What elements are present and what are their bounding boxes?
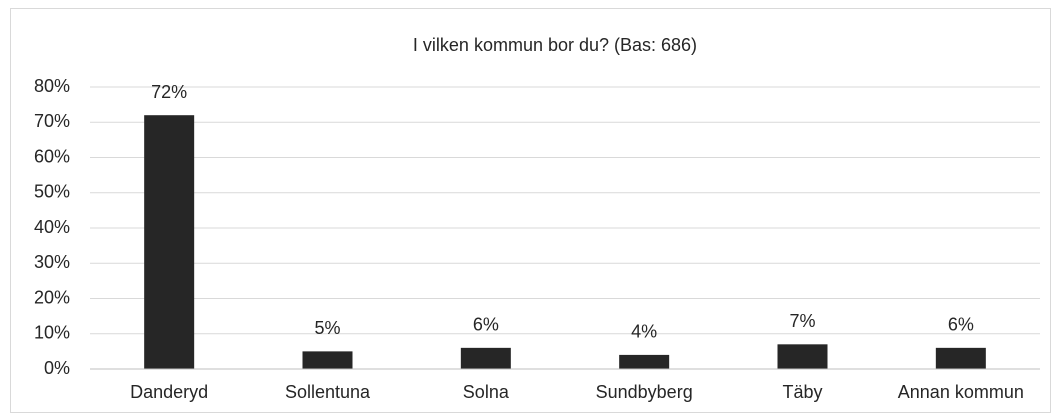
y-tick-label: 50% xyxy=(34,182,70,202)
x-tick-label: Solna xyxy=(463,382,510,402)
y-tick-label: 30% xyxy=(34,252,70,272)
x-tick-label: Sollentuna xyxy=(285,382,371,402)
bar xyxy=(144,115,195,369)
value-label: 72% xyxy=(151,82,187,102)
y-tick-label: 80% xyxy=(34,76,70,96)
value-label: 5% xyxy=(314,318,340,338)
bar xyxy=(460,347,511,369)
bar xyxy=(619,354,670,369)
x-tick-label: Annan kommun xyxy=(898,382,1024,402)
y-tick-label: 70% xyxy=(34,111,70,131)
x-tick-label: Danderyd xyxy=(130,382,208,402)
bar xyxy=(777,344,828,369)
y-tick-label: 40% xyxy=(34,217,70,237)
y-tick-label: 20% xyxy=(34,287,70,307)
y-tick-label: 60% xyxy=(34,146,70,166)
x-tick-label: Täby xyxy=(782,382,822,402)
x-tick-label: Sundbyberg xyxy=(596,382,693,402)
value-label: 4% xyxy=(631,322,657,342)
y-tick-label: 10% xyxy=(34,323,70,343)
bar xyxy=(302,351,353,369)
value-label: 6% xyxy=(473,315,499,335)
value-label: 7% xyxy=(789,311,815,331)
y-tick-label: 0% xyxy=(44,358,70,378)
value-label: 6% xyxy=(948,315,974,335)
bar xyxy=(935,347,986,369)
chart-title: I vilken kommun bor du? (Bas: 686) xyxy=(413,35,697,55)
